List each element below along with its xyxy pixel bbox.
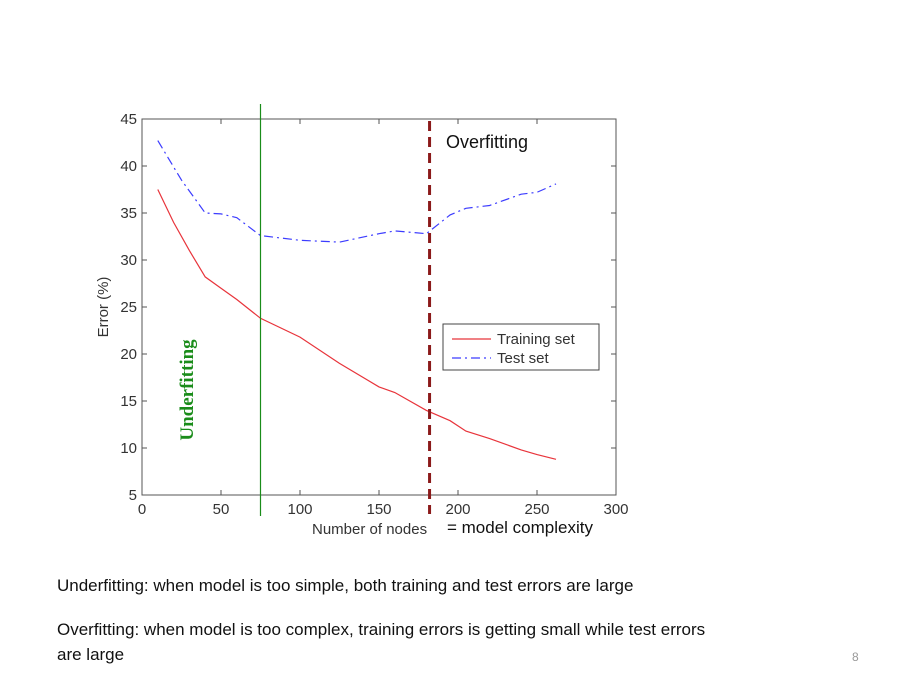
underfitting-annotation: Underfitting (177, 339, 198, 441)
y-tick-label: 45 (120, 111, 137, 128)
plot-frame (141, 118, 617, 496)
legend-box (442, 323, 600, 371)
series-line-training (157, 189, 557, 460)
overfitting-caption-line2: are large (57, 645, 125, 664)
x-axis-ticks: 0 50 100 150 200 250 300 (138, 119, 629, 518)
y-axis-label: Error (%) (95, 277, 112, 338)
x-axis-label: Number of nodes (312, 521, 427, 538)
y-tick-label: 15 (120, 393, 137, 410)
y-tick-label: 25 (120, 299, 137, 316)
y-tick-label: 30 (120, 252, 137, 269)
underfitting-caption: Underfitting: when model is too simple, … (57, 576, 634, 595)
y-tick-label: 35 (120, 205, 137, 222)
x-tick-label: 250 (524, 501, 549, 518)
overfitting-annotation: Overfitting (446, 132, 528, 152)
x-tick-label: 50 (213, 501, 230, 518)
x-tick-label: 300 (603, 501, 628, 518)
legend: Training set Test set (442, 323, 600, 371)
error-vs-nodes-chart: 0 50 100 150 200 250 300 5 10 15 20 25 30 35 40 45 Num… (95, 104, 629, 538)
x-tick-label: 100 (287, 501, 312, 518)
overfitting-caption-line1: Overfitting: when model is too complex, … (57, 620, 706, 639)
y-tick-label: 5 (129, 487, 137, 504)
y-axis-ticks: 5 10 15 20 25 30 35 40 45 (120, 111, 616, 504)
x-tick-label: 0 (138, 501, 146, 518)
series-line-test (157, 140, 557, 243)
page-number: 8 (852, 650, 859, 664)
legend-entry-test: Test set (497, 350, 550, 367)
x-tick-label: 150 (366, 501, 391, 518)
x-tick-label: 200 (445, 501, 470, 518)
y-tick-label: 40 (120, 158, 137, 175)
series-layer (157, 140, 557, 460)
model-complexity-label: = model complexity (447, 518, 593, 537)
y-tick-label: 20 (120, 346, 137, 363)
y-tick-label: 10 (120, 440, 137, 457)
legend-entry-training: Training set (497, 331, 576, 348)
